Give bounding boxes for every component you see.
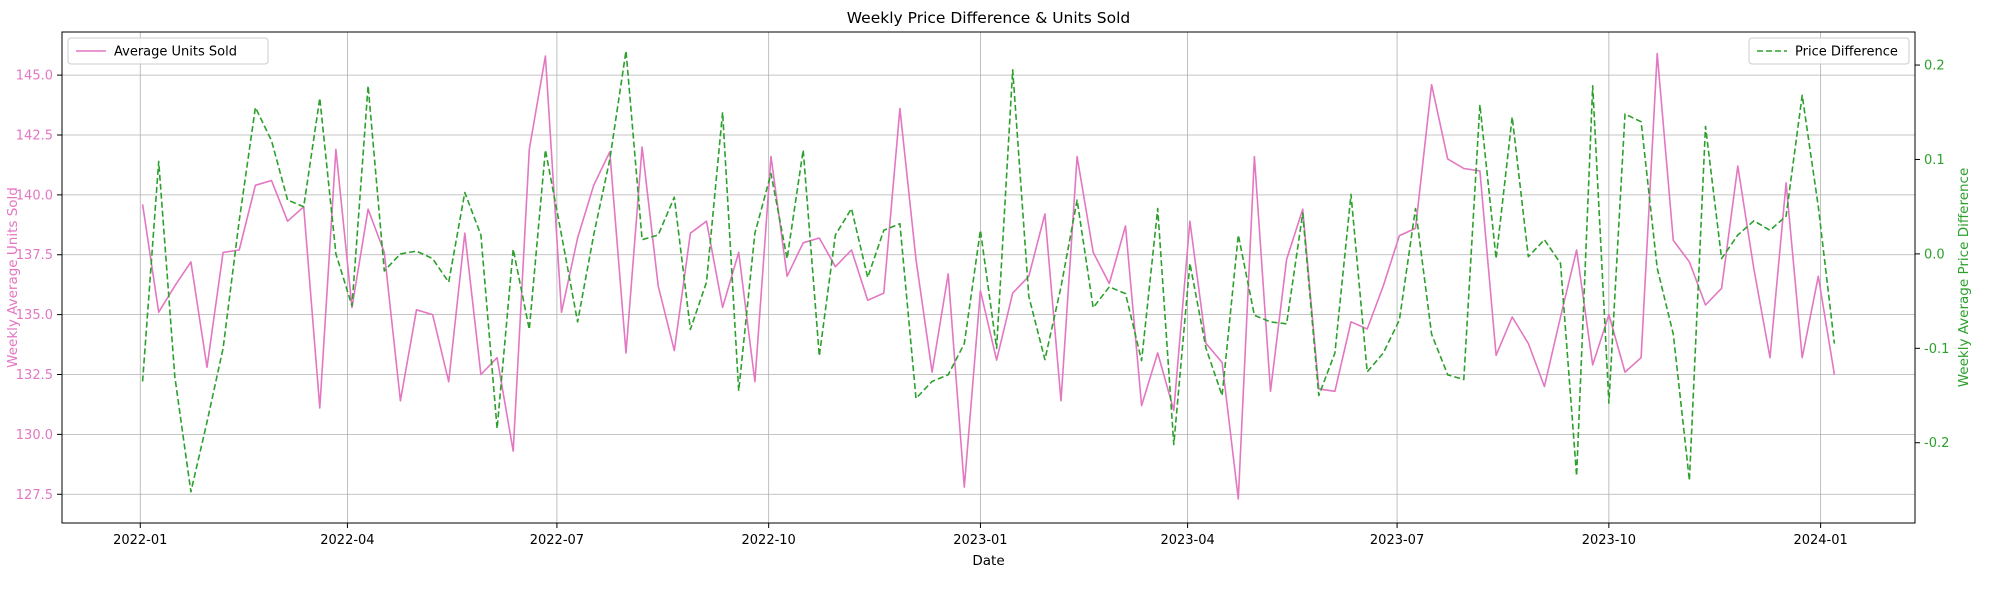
x-tick-label: 2023-10 — [1582, 533, 1636, 548]
legend-units: Average Units Sold — [67, 37, 269, 65]
left-y-tick-label: 135.0 — [16, 308, 53, 323]
x-axis-label: Date — [972, 553, 1004, 569]
left-y-tick-label: 137.5 — [16, 248, 53, 263]
price-series — [141, 50, 1836, 493]
price-difference-line — [141, 50, 1836, 493]
legend-box — [67, 37, 269, 65]
grid-lines — [62, 32, 1915, 523]
left-y-tick-label: 140.0 — [16, 188, 53, 203]
left-y-tick-label: 132.5 — [16, 368, 53, 383]
legend-label-units: Average Units Sold — [114, 45, 237, 60]
left-y-tick-label: 142.5 — [16, 128, 53, 143]
legend-box — [1748, 37, 1910, 65]
x-tick-label: 2023-04 — [1160, 533, 1214, 548]
right-y-tick-label: 0.1 — [1924, 153, 1945, 168]
right-y-axis-label: Weekly Average Price Difference — [1956, 168, 1972, 388]
plot-frame — [61, 31, 1916, 524]
x-tick-label: 2023-07 — [1370, 533, 1424, 548]
right-y-tick-label: -0.2 — [1924, 436, 1949, 451]
x-tick-label: 2023-01 — [953, 533, 1007, 548]
x-tick-label: 2022-10 — [742, 533, 796, 548]
chart-title: Weekly Price Difference & Units Sold — [847, 9, 1130, 27]
left-y-tick-label: 145.0 — [16, 69, 53, 84]
x-tick-label: 2024-01 — [1793, 533, 1847, 548]
x-tick-label: 2022-01 — [113, 533, 167, 548]
left-y-tick-label: 127.5 — [16, 488, 53, 503]
legend-label-price: Price Difference — [1795, 45, 1898, 60]
left-y-axis-label: Weekly Average Units Sold — [5, 187, 21, 368]
x-tick-label: 2022-04 — [320, 533, 374, 548]
x-tick-label: 2022-07 — [530, 533, 584, 548]
right-y-tick-label: 0.2 — [1924, 59, 1945, 74]
units-series — [141, 52, 1836, 500]
left-y-tick-label: 130.0 — [16, 428, 53, 443]
axis-ticks: 2022-01 2022-04 2022-07 2022-10 2023-01 2023-… — [16, 59, 1950, 548]
right-y-tick-label: 0.0 — [1924, 247, 1945, 262]
units-sold-line — [141, 52, 1836, 500]
legend-price: Price Difference — [1748, 37, 1910, 65]
right-y-tick-label: -0.1 — [1924, 342, 1949, 357]
